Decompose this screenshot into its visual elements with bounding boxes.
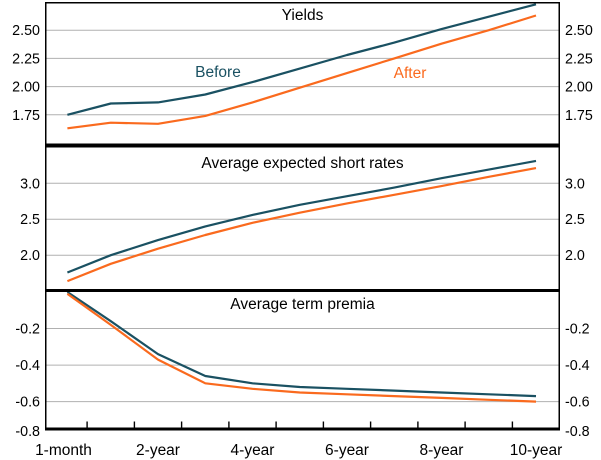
y-tick-label-right: -0.4 bbox=[565, 358, 590, 374]
y-tick-label-right: 2.0 bbox=[565, 248, 585, 264]
x-tick-label: 1-month bbox=[35, 442, 92, 459]
panel-title: Yields bbox=[282, 7, 324, 24]
before-line bbox=[66, 159, 537, 274]
percent-label-right: % bbox=[565, 0, 578, 4]
after-line bbox=[66, 292, 537, 403]
x-tick-label: 6-year bbox=[325, 442, 369, 459]
percent-label-left: % bbox=[27, 0, 40, 4]
percent-label-left: % bbox=[27, 0, 40, 4]
y-tick-label-right: 3.0 bbox=[565, 176, 585, 192]
y-tick-label-left: 2.0 bbox=[20, 248, 40, 264]
y-tick-label-right: -0.8 bbox=[565, 424, 590, 440]
y-tick-label-left: 2.00 bbox=[12, 80, 40, 96]
y-tick-label-right: 2.00 bbox=[565, 80, 593, 96]
before-line bbox=[67, 3, 537, 116]
percent-label-left: % bbox=[27, 0, 40, 4]
before-line bbox=[66, 291, 537, 398]
y-tick-label-left: 2.25 bbox=[12, 51, 40, 67]
y-tick-label-right: 2.50 bbox=[565, 23, 593, 39]
legend-before-label: Before bbox=[195, 64, 241, 81]
y-tick-label-left: -0.2 bbox=[15, 322, 40, 338]
y-tick-label-left: 2.5 bbox=[20, 212, 40, 228]
x-tick-label: 10-year bbox=[510, 442, 563, 459]
y-tick-label-left: -0.4 bbox=[15, 358, 40, 374]
y-tick-label-right: -0.6 bbox=[565, 395, 590, 411]
percent-label-right: % bbox=[565, 0, 578, 4]
panel-title: Average expected short rates bbox=[201, 155, 403, 172]
y-tick-label-right: 1.75 bbox=[565, 108, 593, 124]
y-tick-label-left: -0.6 bbox=[15, 395, 40, 411]
y-tick-label-left: 1.75 bbox=[12, 108, 40, 124]
y-tick-label-right: 2.5 bbox=[565, 212, 585, 228]
after-line bbox=[66, 167, 537, 283]
y-tick-label-left: -0.8 bbox=[15, 424, 40, 440]
percent-label-right: % bbox=[565, 0, 578, 4]
y-tick-label-right: -0.2 bbox=[565, 322, 590, 338]
x-tick-label: 2-year bbox=[136, 442, 180, 459]
legend-after-label: After bbox=[394, 65, 427, 82]
y-tick-label-left: 2.50 bbox=[12, 23, 40, 39]
after-line bbox=[67, 14, 537, 130]
x-tick-label: 8-year bbox=[420, 442, 464, 459]
x-tick-label: 4-year bbox=[231, 442, 275, 459]
panel-title: Average term premia bbox=[230, 296, 375, 313]
y-tick-label-right: 2.25 bbox=[565, 51, 593, 67]
y-tick-label-left: 3.0 bbox=[20, 176, 40, 192]
